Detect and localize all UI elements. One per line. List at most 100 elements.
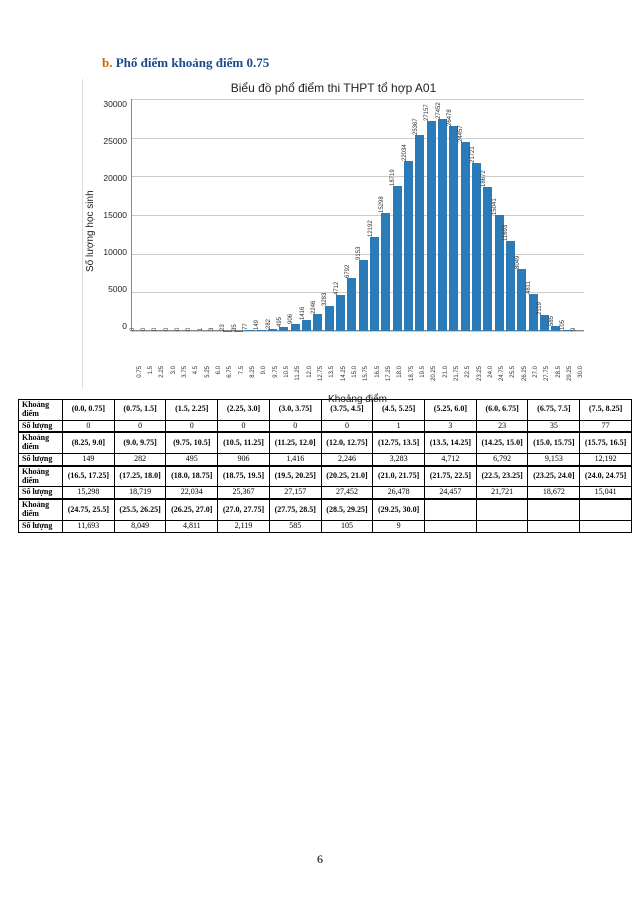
bar-col: 25367	[414, 99, 425, 331]
bar-value: 0	[175, 328, 181, 331]
bar-col: 3	[210, 99, 221, 331]
count-cell: 12,192	[580, 453, 632, 465]
x-tick: 29.25	[561, 364, 572, 396]
bar-col: 3283	[324, 99, 335, 331]
range-cell: (15.0, 15.75]	[528, 433, 580, 454]
x-tick: 12.0	[301, 364, 312, 396]
count-cell: 0	[269, 420, 321, 432]
bar-value: 282	[266, 319, 272, 329]
range-cell: (16.5, 17.25]	[63, 466, 115, 487]
bar-value: 18719	[390, 170, 396, 187]
bar-col: 105	[561, 99, 572, 331]
count-cell: 21,721	[476, 487, 528, 499]
bar-value: 35	[232, 324, 238, 331]
count-cell	[528, 520, 580, 532]
count-cell: 18,672	[528, 487, 580, 499]
count-cell: 15,298	[63, 487, 115, 499]
bar-value: 0	[164, 328, 170, 331]
bar-value: 3283	[322, 292, 328, 305]
bar-col: 1416	[301, 99, 312, 331]
count-cell: 25,367	[218, 487, 270, 499]
x-tick: 13.5	[324, 364, 335, 396]
count-cell: 0	[63, 420, 115, 432]
row-label: Số lượng	[19, 487, 63, 499]
count-cell: 18,719	[114, 487, 166, 499]
bar-value: 495	[277, 317, 283, 327]
bar-value: 27452	[436, 102, 442, 119]
row-label: Số lượng	[19, 453, 63, 465]
range-cell	[476, 500, 528, 521]
count-cell: 24,457	[425, 487, 477, 499]
x-tick: 23.25	[471, 364, 482, 396]
bar: 12192	[370, 237, 379, 331]
bar-col: 4712	[335, 99, 346, 331]
bar-value: 21721	[470, 146, 476, 163]
range-cell: (28.5, 29.25]	[321, 500, 373, 521]
bar-col: 27452	[437, 99, 448, 331]
bar-value: 18672	[481, 170, 487, 187]
row-label: Khoảng điểm	[19, 466, 63, 487]
x-tick: 15.0	[346, 364, 357, 396]
range-cell: (21.0, 21.75]	[373, 466, 425, 487]
range-cell	[425, 500, 477, 521]
count-cell: 585	[269, 520, 321, 532]
count-cell: 26,478	[373, 487, 425, 499]
x-tick: 19.5	[414, 364, 425, 396]
x-tick: 6.0	[210, 364, 221, 396]
x-tick: 26.25	[516, 364, 527, 396]
count-cell: 1	[373, 420, 425, 432]
x-tick: 16.5	[369, 364, 380, 396]
data-table: Khoảng điểm(24.75, 25.5](25.5, 26.25](26…	[18, 499, 632, 532]
x-tick: 18.75	[403, 364, 414, 396]
bar-col: 4811	[527, 99, 538, 331]
data-table: Khoảng điểm(16.5, 17.25](17.25, 18.0](18…	[18, 466, 632, 499]
x-tick: 14.25	[335, 364, 346, 396]
row-label: Khoảng điểm	[19, 433, 63, 454]
bar-col: 0	[131, 99, 142, 331]
bar: 77	[245, 330, 254, 331]
bar-value: 12192	[368, 220, 374, 237]
x-tick: 3.75	[176, 364, 187, 396]
x-tick: 30.0	[573, 364, 584, 396]
y-axis-label: Số lượng học sinh	[83, 99, 97, 364]
chart-title: Biểu đồ phổ điểm thi THPT tổ hợp A01	[83, 79, 584, 95]
range-cell	[580, 500, 632, 521]
row-label: Khoảng điểm	[19, 400, 63, 421]
bar-col: 9153	[358, 99, 369, 331]
x-tick: 11.25	[290, 364, 301, 396]
range-cell: (11.25, 12.0]	[269, 433, 321, 454]
count-cell	[476, 520, 528, 532]
x-tick: 25.5	[505, 364, 516, 396]
bar: 27157	[427, 121, 436, 331]
x-tick: 10.5	[278, 364, 289, 396]
x-tick: 7.5	[233, 364, 244, 396]
bar-value: 0	[141, 328, 147, 331]
bar-value: 11693	[503, 224, 509, 240]
count-cell: 282	[114, 453, 166, 465]
bar-col: 585	[550, 99, 561, 331]
bar: 149	[257, 330, 266, 331]
count-cell: 22,034	[166, 487, 218, 499]
section-bullet: b.	[102, 55, 112, 70]
bars: 0000001323357714928249590614162246328347…	[131, 99, 584, 331]
x-tick: 2.25	[154, 364, 165, 396]
count-cell: 77	[580, 420, 632, 432]
y-tick: 5000	[108, 284, 127, 294]
bar: 3283	[325, 306, 334, 331]
count-cell: 9,153	[528, 453, 580, 465]
bar-col: 0	[188, 99, 199, 331]
bar: 282	[268, 329, 277, 331]
x-tick: 17.25	[380, 364, 391, 396]
bar-value: 8049	[515, 255, 521, 268]
y-tick: 25000	[103, 136, 127, 146]
count-cell: 35	[528, 420, 580, 432]
bar-value: 149	[254, 320, 260, 330]
bar-value: 15298	[379, 196, 385, 213]
row-label: Khoảng điểm	[19, 500, 63, 521]
bar: 9153	[359, 260, 368, 331]
bar-col: 2119	[539, 99, 550, 331]
range-cell: (7.5, 8.25]	[580, 400, 632, 421]
bar-col: 906	[290, 99, 301, 331]
count-cell: 0	[218, 420, 270, 432]
bar-col: 18719	[392, 99, 403, 331]
